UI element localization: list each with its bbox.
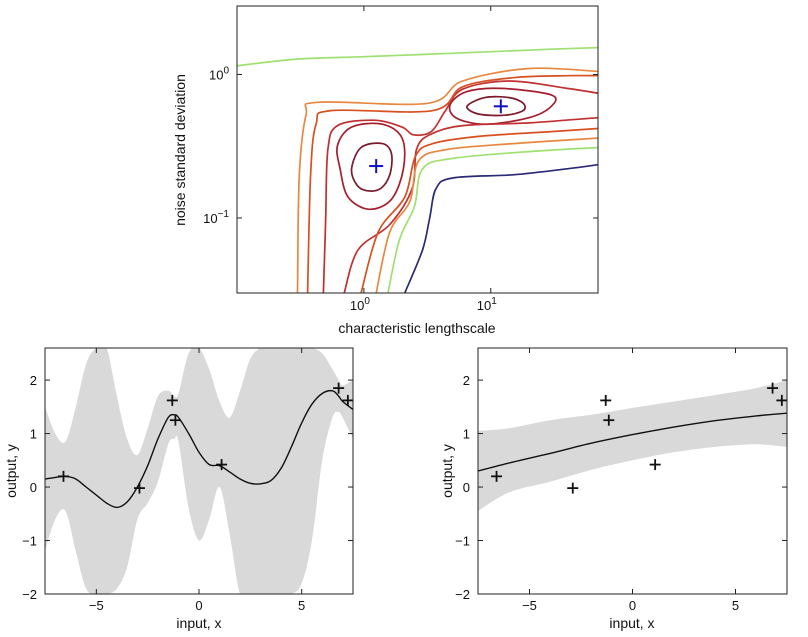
optimum-marker-2	[493, 99, 508, 114]
observation-point-2	[133, 482, 145, 494]
contour-x-axis-label: characteristic lengthscale	[338, 320, 495, 336]
observation-point-5	[649, 459, 661, 471]
observation-point-4	[169, 414, 181, 426]
y-tick-label: 1	[30, 427, 37, 442]
x-tick-label: 5	[732, 598, 739, 613]
gp-fit-plot-right: −5 0 5 −2 −1 0 1 2 input, x output, y	[439, 347, 788, 631]
observation-point-2	[567, 482, 579, 494]
contour-line-10	[375, 137, 598, 293]
y-tick-label: 0	[463, 480, 470, 495]
contour-y-tick-label: 10−1	[203, 209, 229, 226]
observation-point-7	[776, 394, 788, 406]
gp-left-confidence-band	[45, 348, 353, 594]
optimum-marker-1	[369, 159, 384, 174]
x-tick-base: 10	[477, 298, 491, 313]
y-tick-label: −1	[22, 534, 37, 549]
x-tick-label: −5	[89, 598, 104, 613]
gp-fit-plot-left: −5 0 5 −2 −1 0 1 2 input, x output, y	[3, 347, 354, 631]
y-tick-exponent: 0	[223, 65, 229, 76]
contour-plot-frame	[236, 5, 599, 294]
contour-line-8	[360, 127, 598, 293]
gp-right-ticks: −5 0 5 −2 −1 0 1 2	[455, 348, 787, 613]
x-tick-label: 0	[195, 598, 202, 613]
contour-y-tick-label: 100	[209, 65, 229, 82]
contour-line-5	[322, 80, 598, 293]
y-tick-label: 2	[30, 373, 37, 388]
contour-line-1	[350, 142, 393, 192]
y-tick-label: −2	[22, 587, 37, 602]
y-tick-label: 1	[463, 427, 470, 442]
contour-x-tick-label: 100	[350, 296, 370, 313]
observation-point-1	[491, 470, 503, 482]
gp-left-ticks: −5 0 5 −2 −1 0 1 2	[22, 348, 353, 613]
observation-point-5	[216, 459, 228, 471]
x-tick-exponent: 1	[491, 296, 497, 307]
contour-x-tick-label: 101	[477, 296, 497, 313]
x-tick-label: 0	[629, 598, 636, 613]
x-tick-label: 5	[298, 598, 305, 613]
x-tick-exponent: 0	[364, 296, 370, 307]
y-tick-label: 0	[30, 480, 37, 495]
y-tick-label: 2	[463, 373, 470, 388]
contour-line-13	[404, 163, 598, 293]
gp-right-mean-line	[478, 412, 787, 472]
observation-point-3	[600, 394, 612, 406]
contour-line-3	[336, 122, 406, 211]
gp-right-observations	[491, 382, 788, 494]
x-tick-base: 10	[350, 298, 364, 313]
gp-left-x-axis-label: input, x	[176, 615, 221, 631]
y-tick-exponent: −1	[218, 209, 230, 220]
y-tick-base: 10	[203, 211, 217, 226]
observation-point-3	[166, 394, 178, 406]
y-tick-label: −1	[455, 534, 470, 549]
gp-right-x-axis-label: input, x	[609, 615, 654, 631]
observation-point-4	[603, 414, 615, 426]
contour-line-12	[237, 46, 598, 67]
contour-lines	[237, 46, 598, 293]
gp-right-confidence-band	[478, 380, 787, 512]
contour-line-2	[466, 95, 526, 117]
gp-left-mean-line	[45, 389, 353, 509]
observation-point-6	[767, 382, 779, 394]
y-tick-label: −2	[455, 587, 470, 602]
contour-line-6	[343, 116, 598, 293]
observation-point-1	[57, 470, 69, 482]
contour-line-9	[296, 67, 598, 293]
contour-y-axis-label: noise standard deviation	[172, 74, 188, 226]
y-tick-base: 10	[209, 67, 223, 82]
contour-line-11	[387, 146, 598, 293]
contour-line-7	[306, 74, 598, 293]
observation-point-7	[342, 394, 354, 406]
gp-right-y-axis-label: output, y	[439, 444, 455, 498]
observation-point-6	[333, 382, 345, 394]
gp-left-y-axis-label: output, y	[3, 444, 19, 498]
contour-line-4	[448, 87, 557, 126]
x-tick-label: −5	[522, 598, 537, 613]
gp-left-observations	[57, 382, 354, 494]
optimum-markers	[369, 99, 508, 174]
